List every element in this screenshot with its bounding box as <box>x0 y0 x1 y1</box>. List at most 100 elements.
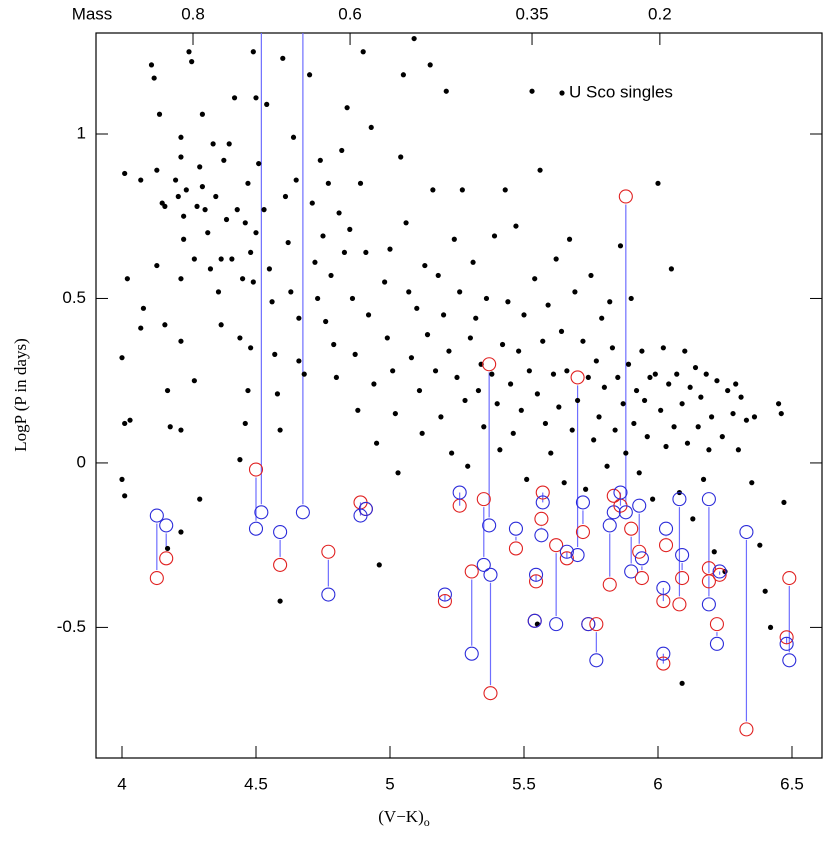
single-point <box>443 88 449 94</box>
top-tick-label: 0.8 <box>181 4 205 23</box>
single-point <box>419 430 425 436</box>
single-point <box>355 407 361 413</box>
legend-label: U Sco singles <box>569 82 673 101</box>
single-point <box>140 305 147 311</box>
red-circle <box>476 492 491 507</box>
single-point <box>320 233 326 239</box>
single-point <box>585 374 591 381</box>
single-point <box>210 141 216 147</box>
single-point <box>660 345 666 351</box>
single-point <box>467 335 473 341</box>
single-point <box>406 289 412 295</box>
single-point <box>178 276 184 282</box>
single-point <box>411 35 417 42</box>
blue-circle <box>581 617 596 632</box>
single-point <box>148 62 155 68</box>
single-point <box>164 545 171 552</box>
single-point <box>569 427 575 433</box>
single-point <box>234 207 240 213</box>
red-circle <box>321 544 336 559</box>
blue-circle <box>437 587 452 602</box>
single-point <box>631 420 637 427</box>
single-point <box>229 256 235 262</box>
single-point <box>333 374 339 381</box>
blue-circle <box>656 580 671 595</box>
single-point <box>687 384 693 390</box>
single-point <box>499 341 506 348</box>
single-point <box>548 450 554 456</box>
single-point <box>700 476 707 482</box>
single-point <box>151 75 157 81</box>
single-point <box>650 496 656 502</box>
red-circle <box>482 357 497 372</box>
single-point <box>556 404 562 410</box>
single-point <box>138 325 144 331</box>
blue-circle <box>575 495 590 510</box>
single-point <box>250 279 256 285</box>
red-circle <box>273 557 288 572</box>
red-circle <box>149 571 164 586</box>
single-point <box>274 391 281 397</box>
single-point <box>762 588 768 594</box>
single-point <box>248 345 254 351</box>
blue-circle <box>779 636 794 651</box>
single-point <box>475 387 482 394</box>
single-point <box>625 361 632 367</box>
single-point <box>242 420 248 427</box>
single-point <box>658 407 664 413</box>
red-circle <box>618 189 633 204</box>
y-tick-label: -0.5 <box>57 617 86 636</box>
red-circle <box>675 571 690 586</box>
single-point <box>695 424 701 430</box>
single-point <box>368 124 374 131</box>
single-point <box>349 295 356 302</box>
blue-circle <box>528 567 544 582</box>
single-point <box>231 95 238 101</box>
single-point <box>730 410 736 417</box>
single-point <box>156 111 163 117</box>
single-point <box>714 378 720 384</box>
single-point <box>390 368 396 374</box>
single-point <box>564 368 570 374</box>
blue-circle <box>624 564 639 579</box>
single-point <box>446 348 452 354</box>
blue-circle <box>709 636 724 651</box>
single-point <box>738 394 744 400</box>
single-point <box>767 624 774 631</box>
red-circle <box>782 571 797 586</box>
red-circle <box>779 630 794 645</box>
red-circle <box>534 511 549 526</box>
red-circle <box>709 617 724 632</box>
single-point <box>186 49 192 55</box>
single-point <box>671 424 677 430</box>
single-point <box>572 289 578 295</box>
single-point <box>376 562 382 568</box>
top-tick-label: 0.6 <box>338 4 362 23</box>
red-circle <box>549 538 564 553</box>
single-point <box>296 315 302 321</box>
single-point <box>655 180 661 186</box>
single-point <box>339 147 345 154</box>
single-point <box>277 427 283 433</box>
blue-circle <box>656 646 671 661</box>
single-point <box>309 200 315 206</box>
single-point <box>197 496 203 502</box>
single-point <box>202 207 208 213</box>
x-tick-label: 6.5 <box>780 774 804 793</box>
single-point <box>199 111 205 117</box>
single-point <box>679 401 685 407</box>
single-point <box>588 272 594 279</box>
single-point <box>617 243 624 249</box>
single-point <box>733 381 739 387</box>
legend-marker <box>559 90 565 96</box>
single-point <box>507 381 514 387</box>
single-point <box>138 177 144 183</box>
single-point <box>583 486 589 492</box>
x-tick-label: 4.5 <box>244 774 268 793</box>
single-point <box>178 134 184 140</box>
single-point <box>620 401 626 407</box>
single-point <box>540 338 546 344</box>
single-point <box>513 223 519 229</box>
blue-circle <box>508 521 523 536</box>
